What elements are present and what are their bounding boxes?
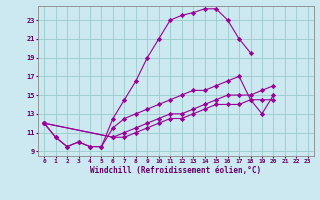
X-axis label: Windchill (Refroidissement éolien,°C): Windchill (Refroidissement éolien,°C) xyxy=(91,166,261,175)
